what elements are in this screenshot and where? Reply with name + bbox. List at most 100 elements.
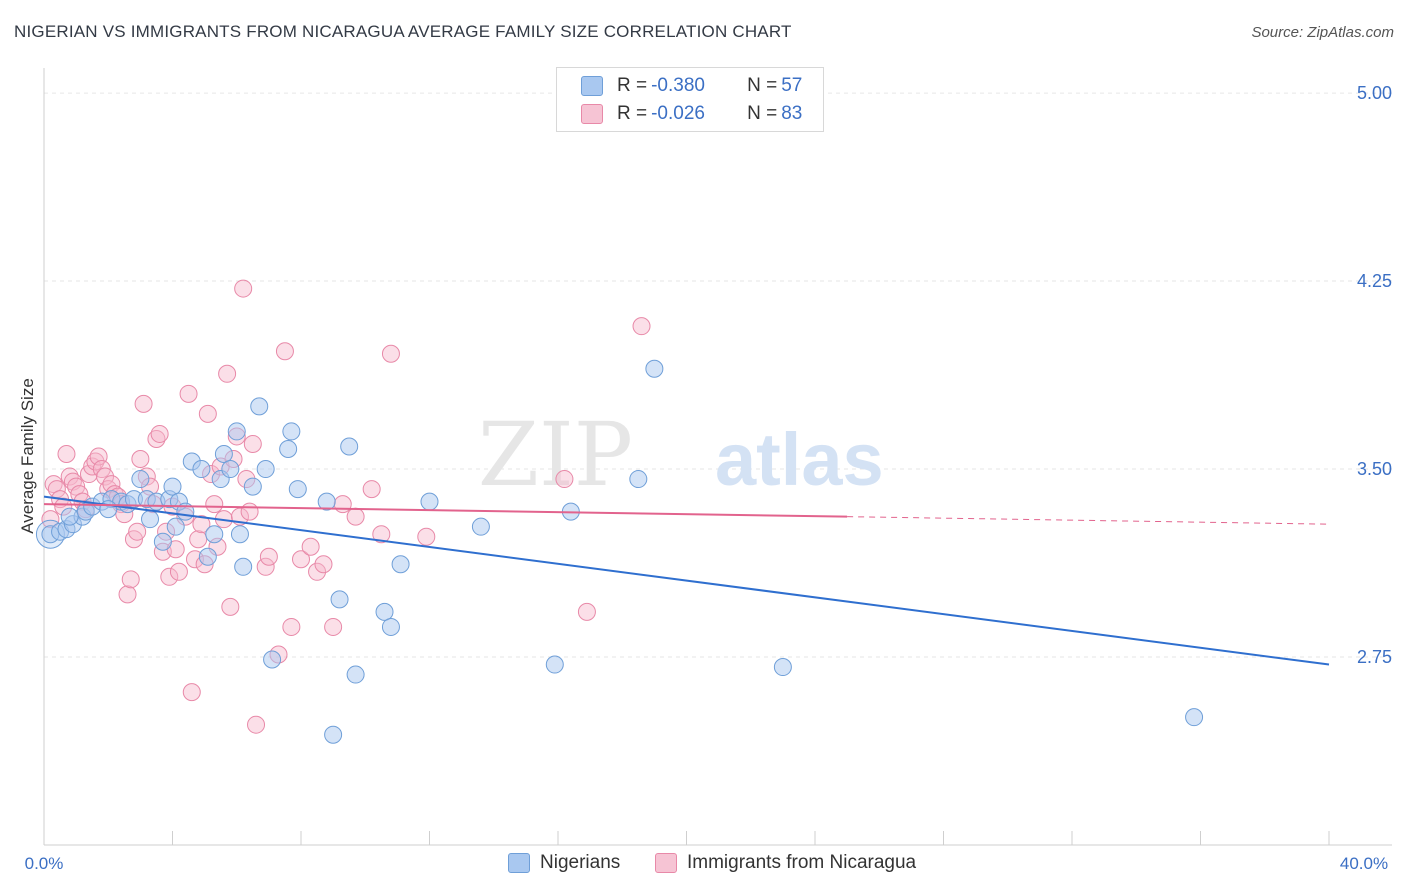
- source-label: Source: ZipAtlas.com: [1251, 24, 1394, 41]
- point-nicaragua: [134, 394, 153, 413]
- point-nicaragua: [221, 597, 240, 616]
- point-nicaragua: [192, 515, 211, 534]
- axes: [43, 68, 1392, 846]
- point-nicaragua: [128, 522, 147, 541]
- point-nicaragua: [160, 567, 179, 586]
- point-nicaragua: [282, 617, 301, 636]
- point-nigerians: [279, 439, 298, 458]
- point-nicaragua: [292, 550, 310, 569]
- y-tick-label: 4.25: [1357, 271, 1392, 291]
- point-nicaragua: [555, 470, 574, 489]
- x-tick-label-max: 40.0%: [1340, 854, 1388, 873]
- point-nicaragua: [243, 434, 262, 453]
- point-nigerians: [131, 470, 150, 489]
- legend-item-nicaragua: Immigrants from Nicaragua: [655, 852, 916, 874]
- point-nicaragua: [256, 557, 275, 576]
- point-nicaragua: [324, 617, 343, 636]
- point-nigerians: [282, 422, 301, 441]
- point-nigerians: [221, 460, 240, 479]
- point-nigerians: [141, 510, 160, 529]
- watermark: ZIP atlas: [478, 403, 884, 506]
- point-nicaragua: [240, 502, 259, 521]
- point-nicaragua: [205, 495, 224, 514]
- point-nicaragua: [150, 424, 169, 443]
- point-nigerians: [234, 557, 253, 576]
- point-nicaragua: [234, 279, 253, 298]
- point-nicaragua: [44, 475, 63, 494]
- legend-n-label: N =: [747, 75, 778, 96]
- point-nicaragua: [86, 452, 105, 471]
- point-nicaragua: [308, 562, 327, 581]
- point-nigerians: [1185, 708, 1204, 727]
- point-nicaragua: [169, 562, 188, 581]
- legend-label-nigerians: Nigerians: [540, 852, 621, 873]
- point-nigerians: [192, 460, 211, 479]
- point-nigerians: [375, 602, 394, 621]
- x-tick-label-min: 0.0%: [25, 854, 64, 873]
- series-nigerians-points: [35, 359, 1204, 744]
- point-nicaragua: [346, 507, 365, 526]
- point-nicaragua: [577, 602, 596, 621]
- legend-n-value: 57: [781, 75, 803, 96]
- point-nicaragua: [121, 570, 140, 589]
- point-nigerians: [340, 437, 359, 456]
- y-axis-label: Average Family Size: [18, 378, 37, 534]
- trend-line-nicaragua-extension: [847, 516, 1330, 525]
- point-nicaragua: [131, 450, 150, 469]
- point-nigerians: [645, 359, 664, 378]
- legend-swatch-blue: [581, 76, 603, 96]
- point-nigerians: [153, 532, 172, 551]
- point-nicaragua: [632, 317, 651, 336]
- point-nigerians: [391, 555, 410, 574]
- legend-n-label: N =: [747, 103, 778, 124]
- point-nigerians: [773, 658, 792, 677]
- point-nigerians: [330, 590, 349, 609]
- point-nigerians: [629, 470, 648, 489]
- legend-item-nigerians: Nigerians: [508, 852, 620, 874]
- point-nicaragua: [179, 384, 198, 403]
- point-nigerians: [250, 397, 269, 416]
- legend-r-value: -0.026: [651, 103, 705, 124]
- watermark-atlas: atlas: [715, 418, 884, 501]
- point-nicaragua: [118, 585, 137, 604]
- point-nigerians: [545, 655, 564, 674]
- point-nicaragua: [275, 342, 294, 361]
- trend-lines: [43, 495, 1330, 666]
- point-nicaragua: [381, 344, 400, 363]
- y-tick-label: 2.75: [1357, 647, 1392, 667]
- y-tick-labels: 2.75 3.50 4.25 5.00: [1357, 83, 1392, 667]
- point-nigerians: [420, 492, 439, 511]
- point-nicaragua: [259, 547, 278, 566]
- point-nicaragua: [301, 537, 320, 556]
- point-nigerians: [205, 525, 224, 544]
- point-nicaragua: [198, 404, 217, 423]
- legend-label-nicaragua: Immigrants from Nicaragua: [687, 852, 917, 873]
- series-legend: Nigerians Immigrants from Nicaragua: [0, 852, 1406, 878]
- point-nigerians: [288, 480, 307, 499]
- trend-line-nigerians: [43, 495, 1330, 666]
- point-nicaragua: [147, 429, 166, 448]
- point-nicaragua: [333, 495, 352, 514]
- point-nigerians: [163, 477, 182, 496]
- point-nigerians: [263, 650, 282, 669]
- y-tick-label: 3.50: [1357, 459, 1392, 479]
- point-nigerians: [317, 492, 336, 511]
- point-nicaragua: [189, 530, 208, 549]
- point-nicaragua: [57, 444, 76, 463]
- point-nicaragua: [182, 683, 201, 702]
- point-nigerians: [381, 617, 400, 636]
- chart-title: NIGERIAN VS IMMIGRANTS FROM NICARAGUA AV…: [14, 22, 792, 41]
- point-nicaragua: [372, 525, 391, 544]
- point-nigerians: [99, 500, 118, 519]
- point-nigerians: [346, 665, 365, 684]
- watermark-zip: ZIP: [478, 403, 633, 506]
- correlation-legend: R = -0.380 N = 57 R = -0.026 N = 83: [556, 67, 824, 132]
- point-nicaragua: [417, 527, 436, 546]
- y-tick-label: 5.00: [1357, 83, 1392, 103]
- point-nigerians: [227, 422, 246, 441]
- trend-line-nicaragua: [43, 503, 848, 518]
- point-nigerians: [166, 517, 185, 536]
- point-nicaragua: [314, 555, 333, 574]
- point-nigerians: [198, 547, 217, 566]
